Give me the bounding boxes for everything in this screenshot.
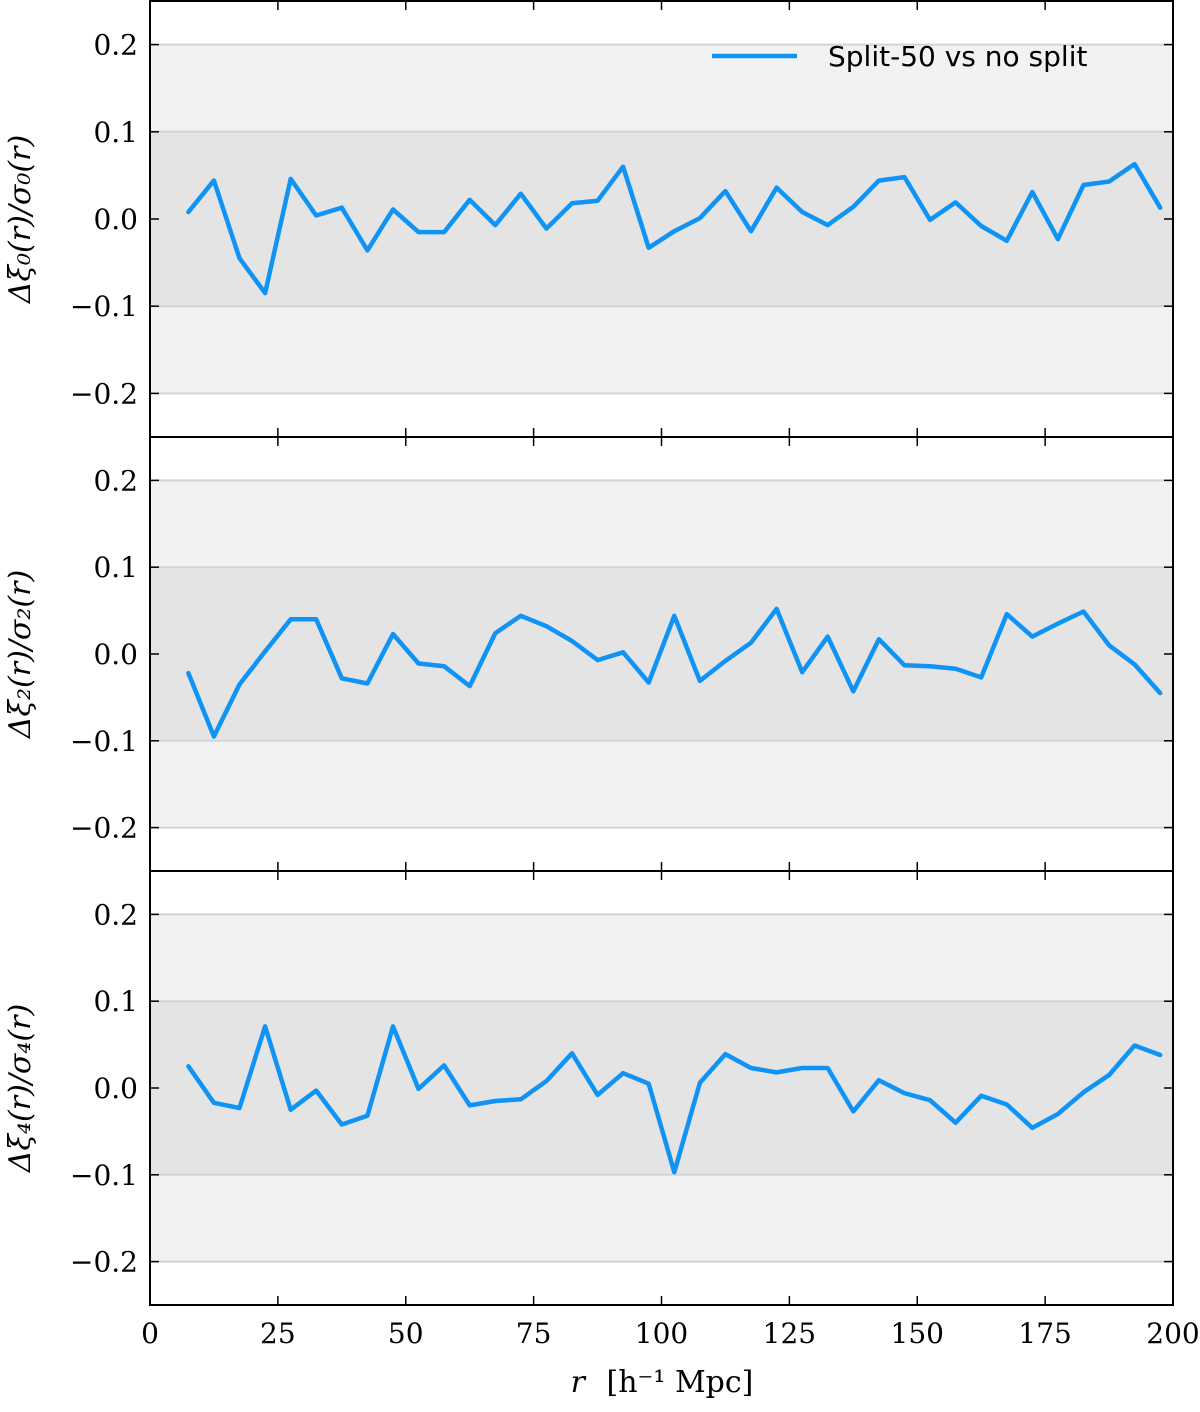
x-tick-label: 25	[260, 1317, 296, 1350]
y-tick-label: −0.1	[70, 290, 138, 323]
y-tick-label: −0.2	[70, 812, 138, 845]
x-tick-label: 200	[1146, 1317, 1199, 1350]
x-tick-label: 175	[1018, 1317, 1071, 1350]
series-line	[186, 161, 1163, 296]
y-tick-label: 0.1	[93, 985, 138, 1018]
x-tick-label: 75	[516, 1317, 552, 1350]
y-axis-label: Δξ₂(r)/σ₂(r)	[3, 570, 38, 739]
y-tick-label: 0.2	[93, 898, 138, 931]
series-line	[186, 1024, 1163, 1175]
inner-band	[150, 1001, 1173, 1175]
x-tick-label: 125	[763, 1317, 816, 1350]
x-axis-label: r [h⁻¹ Mpc]	[571, 1365, 754, 1400]
panel-hexadecapole: 0.2 0.1 0.0 −0.1 −0.2 Δξ₄(r)/σ₄(r)	[3, 870, 1174, 1306]
y-tick-label: −0.1	[70, 725, 138, 758]
x-tick-label: 150	[891, 1317, 944, 1350]
inner-band	[150, 131, 1173, 307]
y-tick-label: 0.2	[93, 464, 138, 497]
y-tick-label: 0.0	[93, 638, 138, 671]
legend-label: Split-50 vs no split	[828, 40, 1087, 73]
x-tick-label: 100	[635, 1317, 688, 1350]
x-axis-var: r	[571, 1365, 587, 1400]
y-tick-label: −0.1	[70, 1159, 138, 1192]
x-tick-label: 50	[388, 1317, 424, 1350]
y-tick-label: −0.2	[70, 377, 138, 410]
y-tick-label: −0.2	[70, 1246, 138, 1279]
series-line	[186, 606, 1163, 739]
legend: Split-50 vs no split	[712, 40, 1087, 73]
x-tick-label: 0	[141, 1317, 159, 1350]
y-tick-label: 0.2	[93, 29, 138, 62]
y-axis-label: Δξ₀(r)/σ₀(r)	[3, 135, 38, 304]
x-axis-unit: [h⁻¹ Mpc]	[607, 1365, 754, 1400]
panel-monopole: 0.2 0.1 0.0 −0.1 −0.2 Δξ₀(r)/σ₀(r)	[3, 0, 1174, 438]
y-tick-label: 0.0	[93, 203, 138, 236]
panel-quadrupole: 0.2 0.1 0.0 −0.1 −0.2 Δξ₂(r)/σ₂(r)	[3, 436, 1174, 872]
y-axis-label: Δξ₄(r)/σ₄(r)	[3, 1004, 38, 1173]
x-tick-labels: 0 25 50 75 100 125 150 175 200	[141, 1317, 1200, 1350]
y-tick-label: 0.0	[93, 1072, 138, 1105]
y-tick-label: 0.1	[93, 551, 138, 584]
y-tick-label: 0.1	[93, 116, 138, 149]
